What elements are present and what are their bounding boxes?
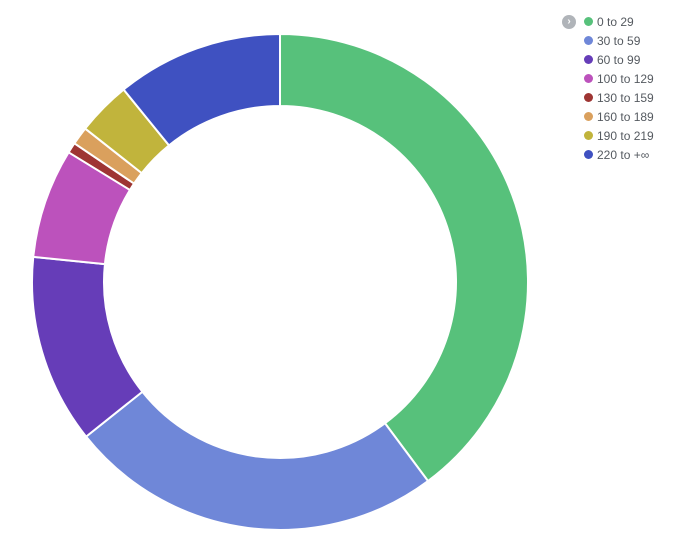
legend-swatch xyxy=(584,55,593,64)
legend-label: 0 to 29 xyxy=(597,14,634,29)
legend-swatch xyxy=(584,112,593,121)
legend-label: 160 to 189 xyxy=(597,109,654,124)
legend-item[interactable]: 220 to +∞ xyxy=(584,145,654,164)
legend-item[interactable]: 60 to 99 xyxy=(584,50,654,69)
legend-item[interactable]: 190 to 219 xyxy=(584,126,654,145)
slice-220-to[interactable] xyxy=(122,33,281,147)
legend-label: 190 to 219 xyxy=(597,128,654,143)
slice-30-to-59[interactable] xyxy=(85,390,429,531)
legend-item[interactable]: 100 to 129 xyxy=(584,69,654,88)
legend-swatch xyxy=(584,36,593,45)
legend-item[interactable]: 30 to 59 xyxy=(584,31,654,50)
legend-label: 30 to 59 xyxy=(597,33,641,48)
legend-swatch xyxy=(584,93,593,102)
legend-label: 60 to 99 xyxy=(597,52,641,67)
legend-swatch xyxy=(584,74,593,83)
legend-list: 0 to 29 30 to 59 60 to 99 100 to 129 130 to … xyxy=(584,12,654,164)
legend-label: 130 to 159 xyxy=(597,90,654,105)
legend-label: 220 to +∞ xyxy=(597,147,650,162)
legend-item[interactable]: 160 to 189 xyxy=(584,107,654,126)
legend-item[interactable]: 0 to 29 xyxy=(584,12,654,31)
legend-swatch xyxy=(584,131,593,140)
legend-label: 100 to 129 xyxy=(597,71,654,86)
legend-toggle-icon[interactable]: › xyxy=(562,15,576,29)
legend-item[interactable]: 130 to 159 xyxy=(584,88,654,107)
donut-chart xyxy=(31,33,529,531)
legend-swatch xyxy=(584,150,593,159)
legend-swatch xyxy=(584,17,593,26)
slice-0-to-29[interactable] xyxy=(279,33,529,483)
